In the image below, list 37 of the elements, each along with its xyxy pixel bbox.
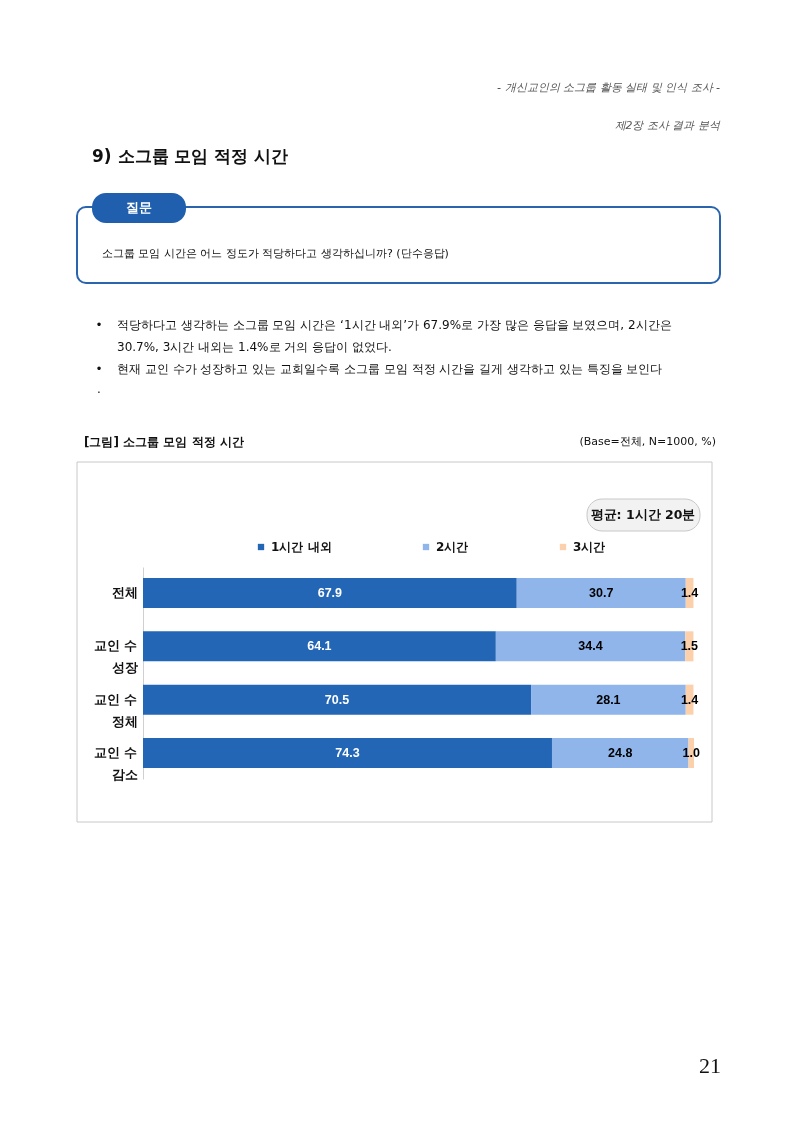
bar (143, 684, 532, 715)
text: - 개신교인의 소그룹 활동 실태 및 인식 조사 - (497, 81, 721, 94)
data-label: 28.1 (596, 692, 621, 707)
text: 현재 교인 수가 성장하고 있는 교회일수록 소그룹 모임 적정 시간을 길게 생각하고 있는 특징을 보인다 (117, 362, 663, 376)
bar (143, 577, 517, 609)
text: 9) 소그룹 모임 적정 시간 (92, 146, 289, 166)
legend-label: 3시간 (573, 540, 606, 554)
data-label: 1.0 (682, 746, 700, 760)
chart-title: [그림] 소그룹 모임 적정 시간 (84, 435, 244, 449)
bar (143, 737, 552, 769)
data-label: 24.8 (608, 746, 633, 760)
text: • (95, 318, 103, 332)
text: 질문 (126, 200, 152, 215)
text: (Base=전체, N=1000, %) (579, 435, 716, 448)
text: 제2장 조사 결과 분석 (614, 119, 721, 132)
legend-label: 2시간 (436, 540, 469, 554)
data-label: 1.4 (680, 586, 699, 600)
legend-label: 1시간 내외 (271, 540, 332, 554)
text: 평균: 1시간 20분 (590, 507, 696, 522)
text: • (95, 362, 103, 376)
data-label: 1.4 (680, 692, 699, 707)
y-tick-label: 전체 (111, 585, 138, 600)
text: . (97, 382, 101, 396)
data-label: 34.4 (578, 639, 603, 654)
y-tick-label: 교인 수 정체 (93, 691, 138, 729)
data-label: 74.3 (335, 746, 360, 760)
data-label: 67.9 (317, 586, 343, 600)
bar (143, 631, 496, 662)
data-label: 64.1 (307, 639, 332, 654)
y-tick-label: 교인 수 성장 (93, 638, 138, 676)
data-label: 1.5 (680, 639, 699, 654)
text: 소그룹 모임 시간은 어느 정도가 적당하다고 생각하십니까? (단수응답) (102, 247, 449, 260)
text: 적당하다고 생각하는 소그룹 모임 시간은 ‘1시간 내외’가 67.9%로 가장 많은 응답을 보였으며, 2시간은 30.7%, 3시간 내외는 1.4%로 거의 응답이 없었다. (117, 318, 672, 354)
text: 21 (699, 1053, 721, 1078)
data-label: 70.5 (324, 692, 350, 707)
data-label: 30.7 (589, 586, 614, 600)
y-tick-label: 교인 수 감소 (93, 745, 138, 782)
